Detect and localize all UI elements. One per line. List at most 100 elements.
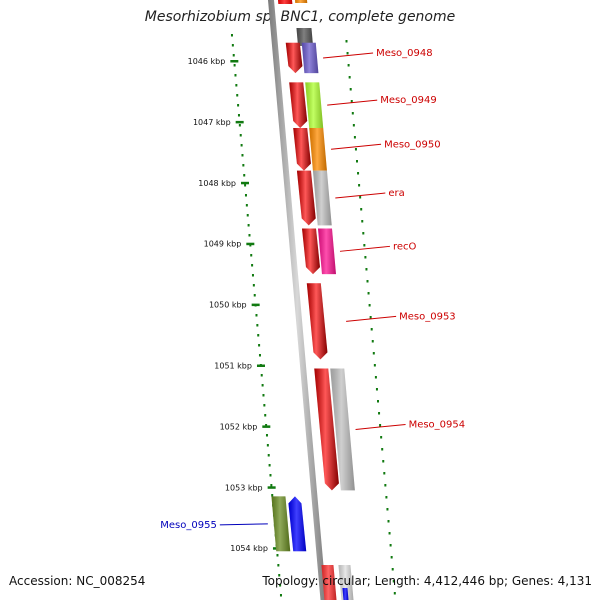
gene-leader-line (355, 423, 406, 430)
scale-dot (270, 484, 273, 487)
scale-dot (231, 44, 234, 47)
cog-fragment-dark (296, 28, 314, 46)
outer-scale-dot (346, 52, 349, 55)
scale-dot (251, 264, 254, 267)
scale-dot (236, 94, 239, 97)
scale-dot (263, 404, 266, 407)
outer-scale-dot (352, 124, 355, 127)
outer-scale-dot (386, 508, 389, 511)
scale-dot (230, 34, 233, 37)
outer-scale-dot (389, 544, 392, 547)
gene-recO (301, 228, 320, 275)
outer-scale-dot (353, 136, 356, 139)
outer-scale-dot (361, 220, 364, 223)
scale-dot (279, 584, 282, 587)
gene-Meso_0954 (314, 368, 339, 491)
scale-tick (256, 364, 265, 367)
outer-scale-dot (367, 292, 370, 295)
outer-scale-dot (368, 304, 371, 307)
cog-era (312, 170, 332, 226)
scale-dot (271, 494, 274, 497)
scale-tick-label: 1051 kbp (214, 362, 252, 371)
scale-dot (261, 384, 264, 387)
gene-label: Meso_0948 (376, 48, 433, 59)
gene-label: Meso_0950 (384, 139, 441, 150)
gene-label: Meso_0953 (399, 311, 456, 322)
scale-tick-label: 1049 kbp (204, 240, 242, 249)
scale-dot (249, 244, 252, 247)
gene-leader-line (331, 143, 382, 150)
gene-label: Meso_0955 (160, 520, 217, 531)
outer-scale-dot (363, 244, 366, 247)
scale-dot (239, 134, 242, 137)
scale-dot (235, 84, 238, 87)
outer-scale-dot (358, 184, 361, 187)
scale-dot (257, 334, 260, 337)
scale-tick (251, 303, 260, 307)
gene-Meso_0950 (293, 127, 311, 171)
scale-dot (278, 574, 281, 577)
outer-scale-dot (383, 472, 386, 475)
backbone-layer (268, 0, 327, 600)
outer-scale-dot (369, 316, 372, 319)
outer-scale-dot (372, 352, 375, 355)
scale-tick (267, 486, 276, 489)
outer-scale-dot (388, 532, 391, 535)
scale-dot (276, 554, 279, 557)
genome-backbone (268, 0, 327, 600)
outer-scale-dot (380, 436, 383, 439)
scale-dot (240, 144, 243, 147)
gene-Meso_0949 (289, 82, 308, 128)
cog-recO (317, 228, 336, 275)
gene-leader-line (335, 192, 386, 199)
scale-dot (258, 344, 261, 347)
scale-dot (241, 154, 244, 157)
scale-dot (265, 424, 268, 427)
gene-leader-line (339, 245, 391, 252)
scale-tick-label: 1048 kbp (198, 179, 236, 188)
cog-fragment-bottom (338, 565, 354, 600)
outer-scale-dot (365, 268, 368, 271)
outer-scale-dot (345, 40, 348, 43)
scale-dot (238, 124, 241, 127)
gene-label: recO (393, 241, 417, 252)
outer-scale-dot (373, 364, 376, 367)
outer-scale-dot (356, 160, 358, 163)
scale-tick-label: 1050 kbp (209, 301, 247, 310)
scale-dot (279, 594, 282, 597)
scale-tick (246, 242, 255, 246)
gene-era (296, 170, 316, 226)
scale-dot (244, 184, 247, 187)
scale-dot (233, 64, 236, 67)
outer-scale-dot (350, 100, 353, 103)
scale-dot (267, 454, 270, 457)
scale-dot (256, 324, 259, 327)
cog-fragment-top (295, 0, 308, 3)
outer-scale-dot (391, 568, 394, 571)
scale-dot (245, 204, 248, 207)
gene-layer (271, 0, 355, 600)
scale-dot (265, 434, 268, 437)
outer-scale-dot (351, 112, 354, 115)
scale-dot (277, 564, 280, 567)
outer-scale-dot (359, 196, 362, 199)
cog-fragment-bottom-2 (342, 588, 349, 600)
outer-scale-dot (360, 208, 363, 211)
scale-dot (243, 174, 246, 177)
outer-scale-dot (381, 448, 384, 451)
gene-fragment-bottom (321, 565, 337, 600)
scale-dot (247, 224, 250, 227)
scale-tick (235, 120, 244, 124)
scale-dot (268, 464, 271, 467)
scale-dot (269, 474, 272, 477)
scale-tick (262, 425, 271, 428)
outer-scale-dot (377, 400, 379, 403)
outer-scale-dot (370, 328, 373, 331)
outer-scale-dot (347, 64, 350, 67)
genome-summary-text: Topology: circular; Length: 4,412,446 bp… (262, 574, 592, 588)
scale-tick-label: 1054 kbp (230, 544, 268, 553)
map-title: Mesorhizobium sp. BNC1, complete genome (144, 9, 456, 25)
scale-tick (230, 60, 239, 63)
scale-dot (258, 354, 261, 357)
